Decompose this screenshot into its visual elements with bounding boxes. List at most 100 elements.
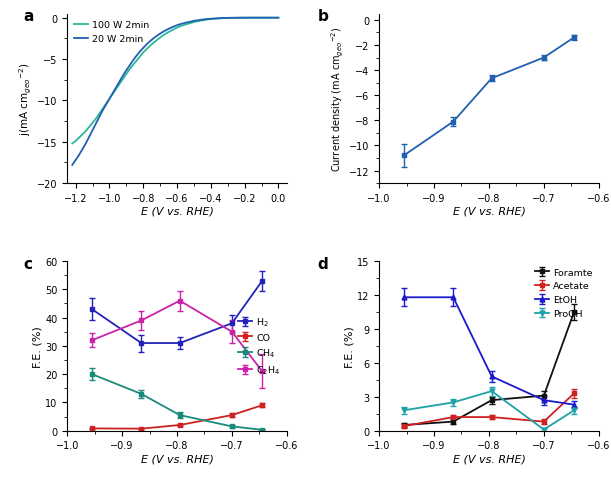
100 W 2min [211, 17, 218, 23]
20 W 2min [79, 147, 86, 153]
Legend: Foramte, Acetate, EtOH, ProOH: Foramte, Acetate, EtOH, ProOH [531, 264, 596, 322]
20 W 2min [86, 135, 93, 140]
100 W 2min [89, 121, 96, 126]
100 W 2min [224, 16, 232, 22]
100 W 2min [249, 16, 257, 22]
20 W 2min [233, 16, 240, 22]
Line: 100 W 2min: 100 W 2min [72, 19, 279, 144]
100 W 2min [167, 29, 174, 35]
20 W 2min [150, 36, 157, 42]
100 W 2min [119, 77, 126, 83]
20 W 2min [249, 16, 257, 22]
20 W 2min [174, 23, 181, 29]
20 W 2min [106, 97, 113, 103]
20 W 2min [133, 54, 140, 60]
20 W 2min [82, 141, 89, 147]
20 W 2min [197, 18, 204, 24]
100 W 2min [156, 35, 164, 41]
100 W 2min [187, 21, 194, 27]
Y-axis label: Current density (mA cm$_{geo}$$^{-2}$): Current density (mA cm$_{geo}$$^{-2}$) [330, 27, 346, 172]
20 W 2min [177, 22, 184, 28]
100 W 2min [241, 16, 248, 22]
100 W 2min [72, 139, 79, 145]
100 W 2min [160, 33, 167, 39]
20 W 2min [103, 103, 110, 108]
20 W 2min [163, 28, 170, 33]
100 W 2min [266, 16, 274, 22]
20 W 2min [116, 79, 123, 85]
100 W 2min [86, 125, 93, 131]
100 W 2min [106, 97, 113, 103]
20 W 2min [266, 16, 274, 22]
20 W 2min [258, 16, 265, 22]
20 W 2min [143, 42, 150, 48]
100 W 2min [197, 18, 204, 24]
100 W 2min [123, 72, 130, 77]
20 W 2min [119, 74, 126, 79]
20 W 2min [241, 16, 248, 22]
20 W 2min [96, 115, 103, 121]
100 W 2min [233, 16, 240, 22]
100 W 2min [68, 141, 76, 147]
100 W 2min [79, 132, 86, 138]
20 W 2min [75, 153, 82, 159]
100 W 2min [133, 59, 140, 64]
20 W 2min [123, 68, 130, 74]
Text: b: b [318, 10, 329, 24]
20 W 2min [190, 19, 197, 25]
Legend: H$_2$, CO, CH$_4$, C$_2$H$_4$: H$_2$, CO, CH$_4$, C$_2$H$_4$ [234, 312, 284, 380]
20 W 2min [109, 91, 117, 97]
100 W 2min [182, 23, 189, 29]
20 W 2min [167, 26, 174, 32]
X-axis label: E (V vs. RHE): E (V vs. RHE) [453, 453, 525, 463]
100 W 2min [258, 16, 265, 22]
100 W 2min [170, 27, 177, 33]
100 W 2min [139, 50, 147, 56]
100 W 2min [82, 129, 89, 135]
20 W 2min [153, 34, 161, 40]
20 W 2min [147, 39, 154, 45]
20 W 2min [99, 108, 106, 114]
20 W 2min [160, 30, 167, 35]
100 W 2min [112, 87, 120, 92]
100 W 2min [99, 106, 106, 112]
X-axis label: E (V vs. RHE): E (V vs. RHE) [141, 453, 213, 463]
20 W 2min [89, 128, 96, 134]
100 W 2min [275, 16, 282, 22]
100 W 2min [190, 20, 197, 26]
20 W 2min [182, 21, 189, 27]
100 W 2min [153, 38, 161, 44]
100 W 2min [96, 111, 103, 117]
20 W 2min [92, 121, 100, 127]
100 W 2min [103, 102, 110, 107]
Text: a: a [23, 10, 34, 24]
Y-axis label: F.E. (%): F.E. (%) [32, 325, 42, 367]
100 W 2min [75, 136, 82, 141]
20 W 2min [275, 16, 282, 22]
100 W 2min [143, 47, 150, 53]
20 W 2min [68, 163, 76, 168]
20 W 2min [204, 17, 211, 23]
100 W 2min [174, 26, 181, 31]
20 W 2min [112, 85, 120, 91]
20 W 2min [170, 25, 177, 30]
100 W 2min [204, 17, 211, 23]
100 W 2min [116, 82, 123, 88]
20 W 2min [218, 16, 225, 22]
Text: c: c [23, 257, 32, 272]
100 W 2min [163, 31, 170, 37]
100 W 2min [147, 44, 154, 50]
Y-axis label: F.E. (%): F.E. (%) [344, 325, 354, 367]
100 W 2min [126, 67, 133, 73]
Y-axis label: j(mA cm$_{geo}$$^{-2}$): j(mA cm$_{geo}$$^{-2}$) [18, 62, 34, 136]
20 W 2min [130, 58, 137, 64]
100 W 2min [130, 63, 137, 69]
100 W 2min [218, 16, 225, 22]
100 W 2min [177, 24, 184, 30]
X-axis label: E (V vs. RHE): E (V vs. RHE) [453, 206, 525, 216]
Legend: 100 W 2min, 20 W 2min: 100 W 2min, 20 W 2min [70, 17, 153, 47]
20 W 2min [136, 49, 144, 55]
X-axis label: E (V vs. RHE): E (V vs. RHE) [141, 206, 213, 216]
20 W 2min [211, 16, 218, 22]
20 W 2min [139, 46, 147, 52]
